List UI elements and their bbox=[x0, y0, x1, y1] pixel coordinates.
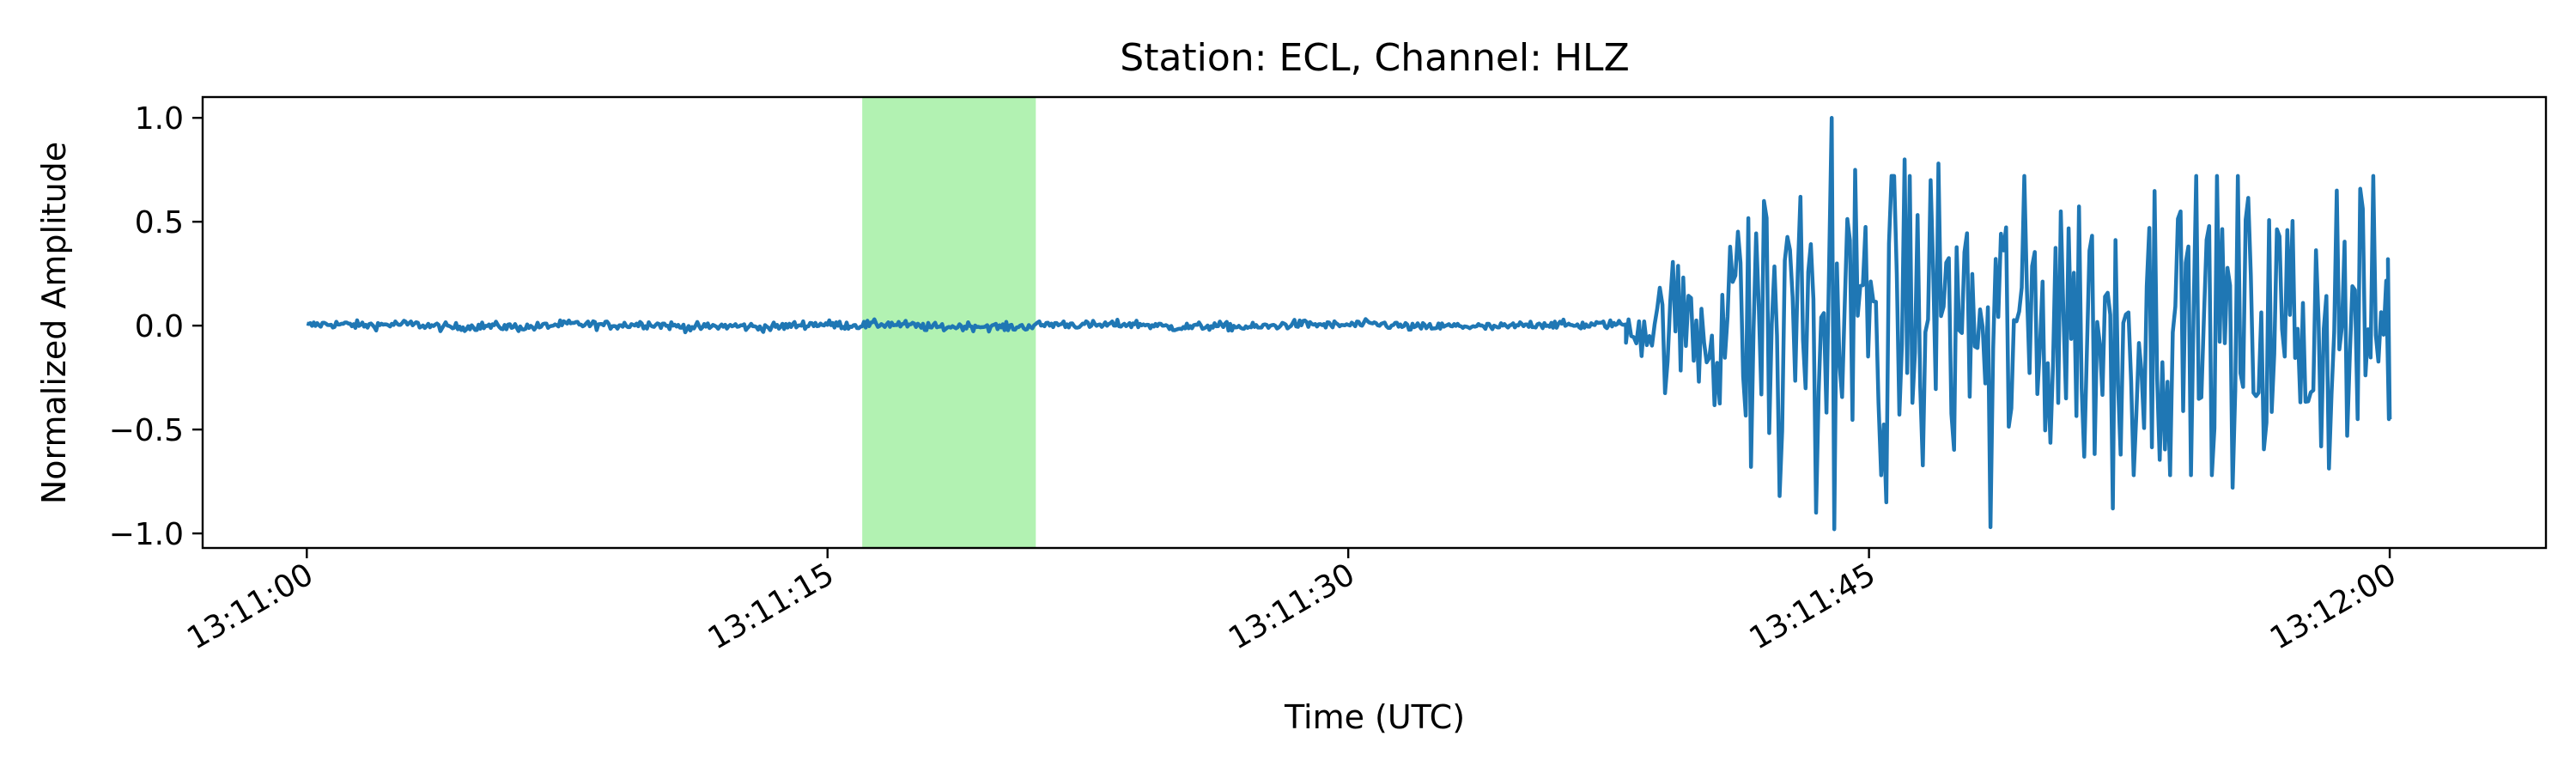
waveform-line bbox=[306, 115, 2392, 532]
axes: 1.0 0.5 0.0 −0.5 −1.0 13:11:00 13:11:15 13:11:3… bbox=[109, 95, 2548, 657]
y-axis-label: Normalized Amplitude bbox=[35, 142, 73, 504]
plot-area bbox=[306, 97, 2392, 548]
x-tick-label: 13:11:45 bbox=[1744, 557, 1882, 656]
chart-title: Station: ECL, Channel: HLZ bbox=[1120, 36, 1629, 80]
x-tick-label: 13:11:15 bbox=[702, 557, 841, 656]
y-tick-label: 0.5 bbox=[135, 205, 184, 240]
x-tick-label: 13:11:00 bbox=[181, 557, 319, 656]
y-tick-label: −1.0 bbox=[109, 517, 184, 552]
x-tick-label: 13:11:30 bbox=[1223, 557, 1361, 656]
x-axis-label: Time (UTC) bbox=[1284, 698, 1465, 736]
y-tick-label: 0.0 bbox=[135, 309, 184, 344]
y-tick-label: 1.0 bbox=[135, 101, 184, 137]
x-tick-label: 13:12:00 bbox=[2264, 557, 2403, 656]
plot-frame bbox=[201, 95, 2548, 550]
y-tick-label: −0.5 bbox=[109, 413, 184, 448]
